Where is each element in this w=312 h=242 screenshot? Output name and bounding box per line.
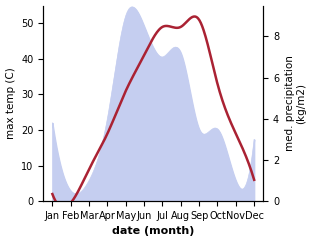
- Y-axis label: max temp (C): max temp (C): [6, 68, 16, 139]
- Y-axis label: med. precipitation
(kg/m2): med. precipitation (kg/m2): [285, 55, 306, 151]
- X-axis label: date (month): date (month): [112, 227, 194, 236]
